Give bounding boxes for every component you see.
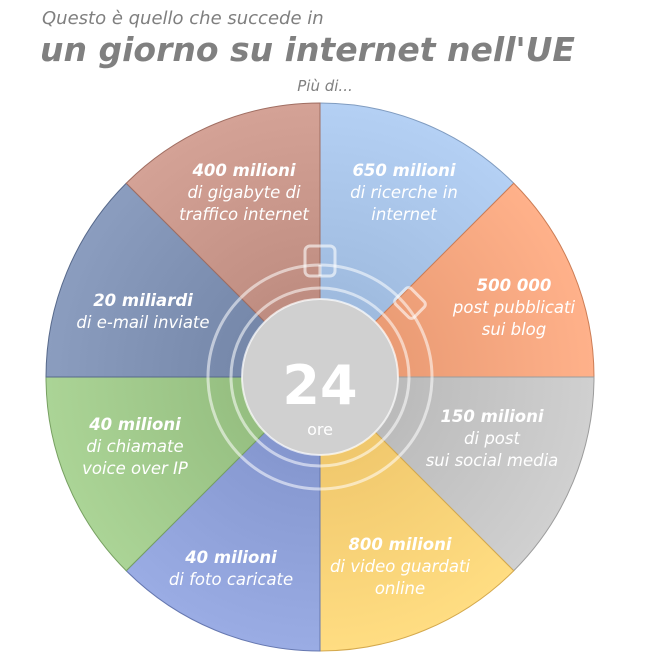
stopwatch-button xyxy=(393,286,427,320)
intro-text: Più di... xyxy=(297,77,353,95)
segment-internet-traffic xyxy=(125,102,321,379)
segment-label-photos: 40 milioni di foto caricate xyxy=(169,548,293,589)
segment-social-posts xyxy=(318,376,595,572)
subtitle: Questo è quello che succede in xyxy=(42,8,324,29)
segment-label-videos: 800 milioni di video guardati online xyxy=(330,535,470,598)
segment-label-voip-calls: 40 milioni di chiamate voice over IP xyxy=(82,415,188,478)
segment-label-emails: 20 miliardi di e-mail inviate xyxy=(76,291,209,332)
segment-label-blog-posts: 500 000 post pubblicati sui blog xyxy=(452,276,576,339)
segment-label-searches: 650 milioni di ricerche in internet xyxy=(350,161,458,224)
wheel-segments xyxy=(45,102,595,652)
page-title: un giorno su internet nell'UE xyxy=(40,30,575,69)
segment-label-internet-traffic: 400 milioni di gigabyte di traffico intern… xyxy=(179,161,309,224)
stopwatch-inner-ring xyxy=(229,286,411,468)
segment-blog-posts xyxy=(318,182,595,378)
center-unit: ore xyxy=(307,420,333,439)
segment-emails xyxy=(45,182,322,378)
wheel-labels: 650 milioni di ricerche in internet 500 000… xyxy=(76,161,575,598)
stopwatch-icon xyxy=(206,244,434,491)
segment-label-social-posts: 150 milioni di post sui social media xyxy=(426,407,559,470)
segment-videos xyxy=(319,375,515,652)
stopwatch-face xyxy=(241,298,399,456)
center-value: 24 xyxy=(282,354,357,417)
segment-photos xyxy=(125,375,321,652)
segment-voip-calls xyxy=(45,376,322,572)
segment-searches xyxy=(319,102,515,379)
